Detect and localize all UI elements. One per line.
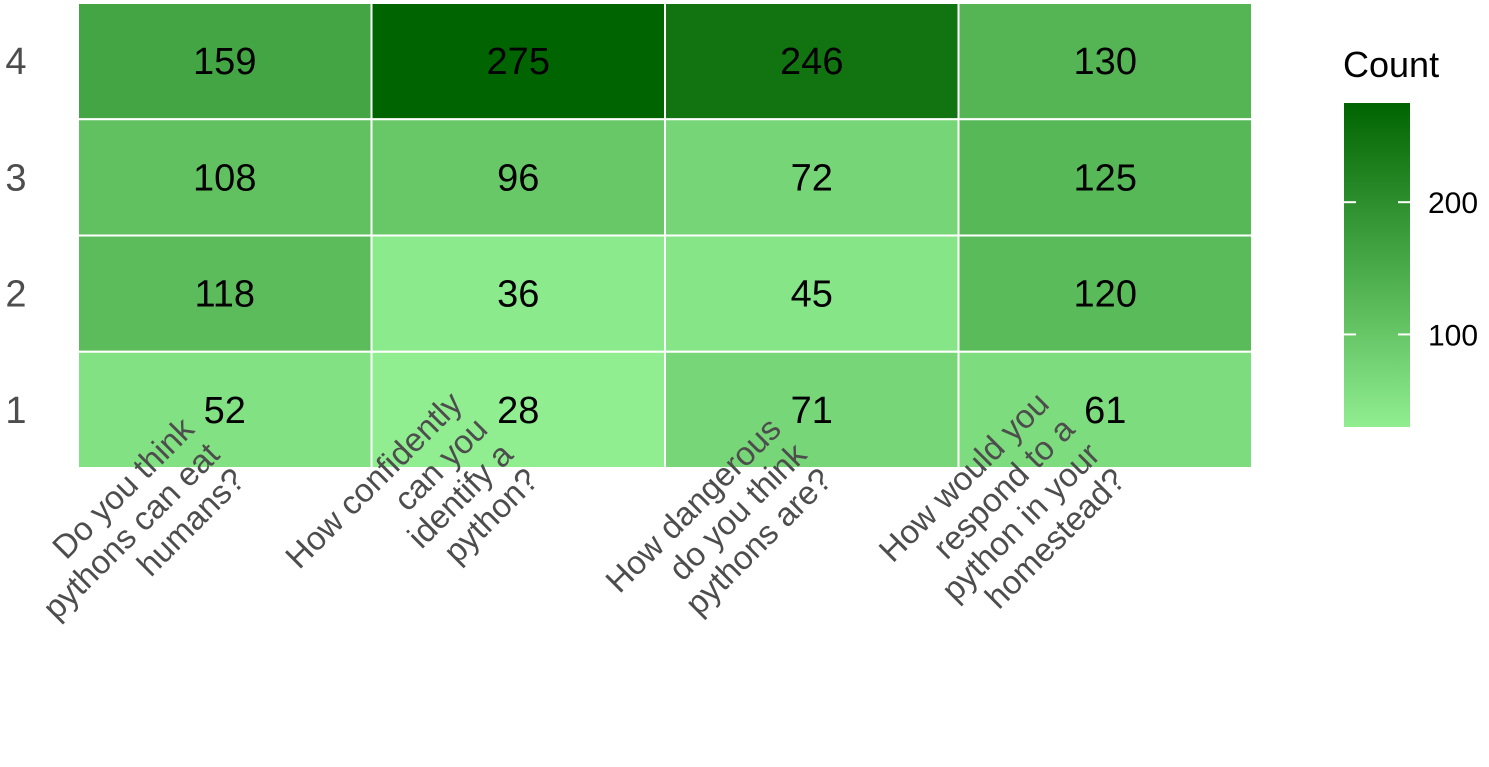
heatmap-cell xyxy=(957,350,1253,469)
y-tick-label: 3 xyxy=(5,157,26,199)
heatmap-cell xyxy=(370,118,666,237)
cell-value-label: 72 xyxy=(791,157,833,199)
heatmap-cell xyxy=(957,118,1253,237)
cell-value-label: 96 xyxy=(497,157,539,199)
heatmap-cell xyxy=(370,350,666,469)
heatmap-cell xyxy=(77,118,373,237)
cell-value-label: 71 xyxy=(791,390,833,432)
cell-value-label: 130 xyxy=(1074,41,1137,83)
heatmap-cell xyxy=(957,234,1253,353)
heatmap-cell xyxy=(957,2,1253,121)
heatmap-cell xyxy=(664,2,960,121)
heatmap-cell xyxy=(370,234,666,353)
y-tick-label: 1 xyxy=(5,390,26,432)
cell-value-label: 118 xyxy=(194,274,255,316)
cell-value-label: 159 xyxy=(193,41,256,83)
cell-value-label: 61 xyxy=(1084,390,1126,432)
legend-ticks: 100 200 xyxy=(1344,187,1478,352)
color-legend: Count 100 200 xyxy=(1343,44,1478,427)
y-tick-label: 4 xyxy=(5,41,26,83)
legend-colorbar xyxy=(1344,103,1410,427)
cell-value-label: 28 xyxy=(497,390,539,432)
legend-title: Count xyxy=(1343,44,1439,85)
heatmap-cell xyxy=(370,2,666,121)
heatmap-cells: 159 275 246 130 108 96 72 125 118 36 45 120 52 28 71 61 xyxy=(77,2,1253,469)
legend-tick-label: 100 xyxy=(1428,319,1478,352)
cell-value-label: 275 xyxy=(487,41,550,83)
heatmap-cell xyxy=(77,2,373,121)
cell-value-label: 108 xyxy=(193,157,256,199)
cell-value-label: 125 xyxy=(1074,157,1137,199)
cell-value-label: 120 xyxy=(1074,274,1137,316)
y-tick-label: 2 xyxy=(5,274,26,316)
heatmap-cell xyxy=(77,350,373,469)
cell-value-label: 52 xyxy=(204,390,246,432)
cell-value-label: 45 xyxy=(791,274,833,316)
y-axis: 4 3 2 1 xyxy=(5,41,26,432)
cell-value-label: 246 xyxy=(780,41,843,83)
cell-value-label: 36 xyxy=(497,274,539,316)
legend-tick-label: 200 xyxy=(1428,187,1478,220)
